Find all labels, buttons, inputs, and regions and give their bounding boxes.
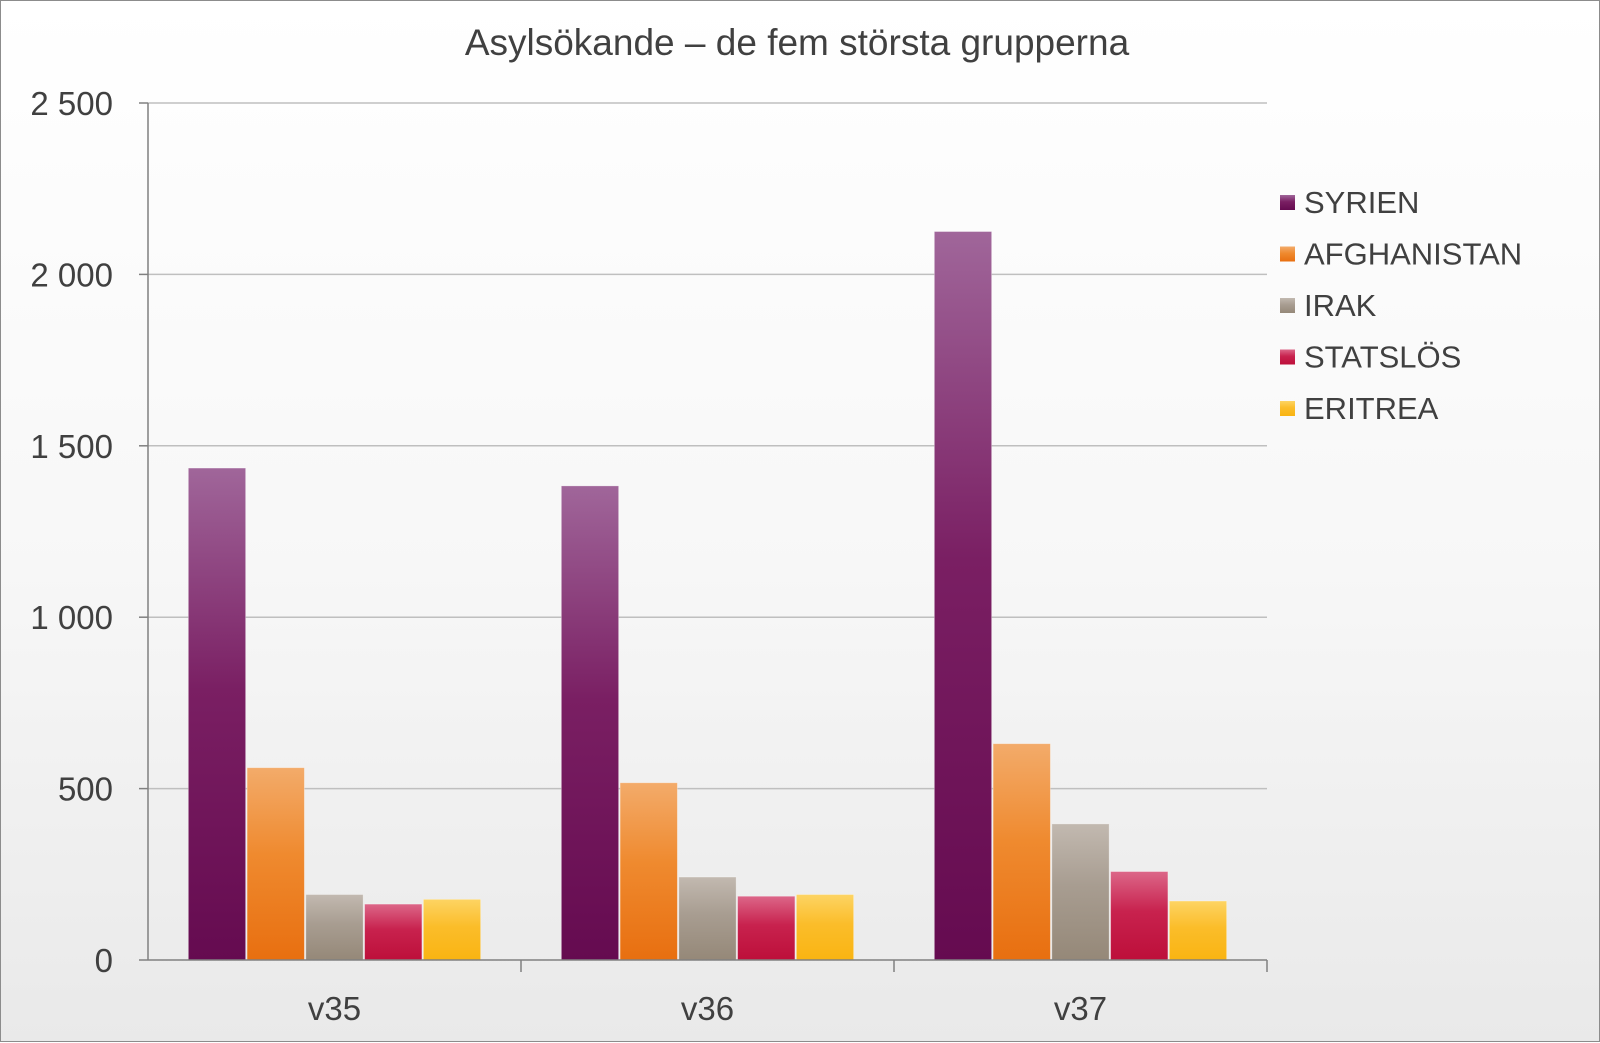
legend-swatch-syrien — [1280, 195, 1295, 210]
chart-title: Asylsökande – de fem största grupperna — [465, 22, 1130, 63]
y-tick-label: 1 500 — [30, 428, 113, 465]
bars — [187, 231, 1228, 961]
bar-afghanistan-v35 — [246, 767, 305, 961]
bar-syrien-v36 — [560, 485, 620, 961]
bar-statslös-v37 — [1110, 871, 1169, 961]
y-tick-label: 2 000 — [30, 256, 113, 293]
bar-afghanistan-v37 — [992, 743, 1051, 961]
bar-statslös-v35 — [364, 903, 423, 961]
y-tick-label: 1 000 — [30, 599, 113, 636]
axes: 0 500 1 000 1 500 2 000 2 500 v35 v36 v37 — [30, 85, 1268, 1027]
bar-syrien-v37 — [933, 231, 993, 961]
bar-irak-v35 — [305, 894, 364, 961]
y-tick-label: 0 — [95, 942, 113, 979]
x-tick-label: v36 — [681, 990, 734, 1027]
x-tick-label: v37 — [1054, 990, 1107, 1027]
legend-label-eritrea: ERITREA — [1304, 391, 1439, 426]
bar-eritrea-v36 — [795, 894, 855, 961]
y-tick-label: 500 — [58, 771, 113, 808]
bar-eritrea-v35 — [422, 898, 482, 961]
legend: SYRIEN AFGHANISTAN IRAK STATSLÖS ERITREA — [1280, 185, 1522, 426]
bar-irak-v37 — [1051, 823, 1110, 961]
gridlines — [148, 102, 1267, 790]
legend-label-syrien: SYRIEN — [1304, 185, 1419, 220]
bar-statslös-v36 — [737, 895, 796, 961]
legend-swatch-eritrea — [1280, 401, 1295, 416]
bar-irak-v36 — [678, 876, 737, 961]
legend-swatch-statslös — [1280, 349, 1295, 365]
bar-afghanistan-v36 — [619, 782, 678, 961]
legend-label-irak: IRAK — [1304, 288, 1377, 323]
bar-eritrea-v37 — [1168, 900, 1228, 961]
x-tick-label: v35 — [308, 990, 361, 1027]
legend-label-statslös: STATSLÖS — [1304, 340, 1461, 375]
y-tick-label: 2 500 — [30, 85, 113, 122]
legend-swatch-irak — [1280, 298, 1295, 313]
legend-label-afghanistan: AFGHANISTAN — [1304, 237, 1522, 272]
bar-syrien-v35 — [187, 467, 247, 961]
legend-swatch-afghanistan — [1280, 246, 1295, 262]
